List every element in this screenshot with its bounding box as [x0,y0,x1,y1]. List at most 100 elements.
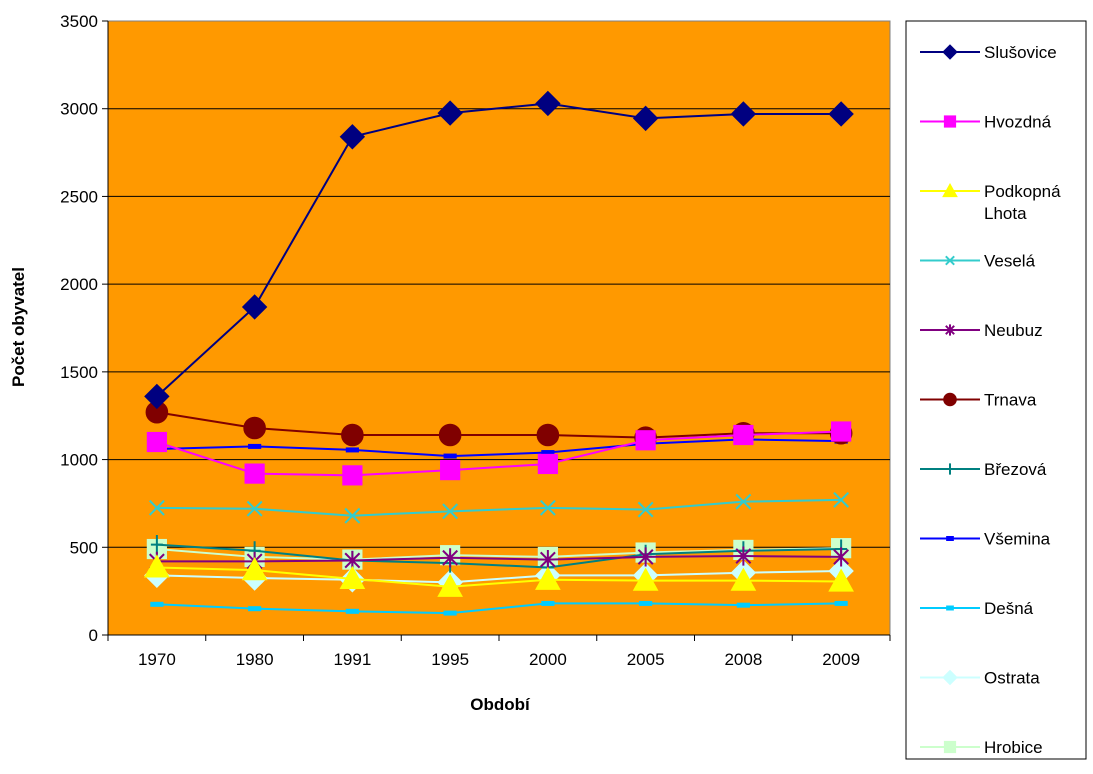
data-point [632,567,659,591]
data-point [342,465,363,486]
y-tick-label: 2500 [60,187,98,206]
data-point [736,602,750,608]
data-point [341,423,364,447]
data-point [834,600,848,606]
x-tick-label: 2008 [724,650,762,669]
x-tick-label: 2000 [529,650,567,669]
data-point [339,565,366,589]
legend-item: Ostrata [920,669,1040,688]
legend-label: Všemina [984,530,1051,549]
legend-swatch-marker [942,669,958,686]
data-point [443,453,457,459]
y-tick-label: 500 [70,538,98,557]
data-point [535,566,561,590]
data-point [828,568,854,592]
legend-item: Březová [920,460,1047,479]
plot-background [107,20,891,636]
series-line [156,411,842,439]
x-tick-label: 1970 [138,650,176,669]
x-tick-label: 1980 [236,650,274,669]
series-line [156,102,842,398]
data-point [150,601,164,607]
data-point [537,453,558,475]
legend: Slušovice Hvozdná Podkopná Lhota Veselá Neubu… [905,20,1087,760]
data-point [246,500,263,517]
x-axis-title: Období [470,695,531,714]
series-line [156,430,842,477]
data-point [241,557,268,581]
x-tick-label: 1995 [431,650,469,669]
data-point [442,548,459,568]
data-point [833,547,850,567]
series-1 [146,421,852,486]
data-point [244,463,265,484]
series-0 [144,90,854,410]
legend-label: Podkopná [984,182,1061,201]
series-line [156,555,842,563]
legend-label: Hrobice [984,738,1043,757]
data-point [241,294,268,320]
legend-item: Hrobice [920,738,1043,757]
legend-label: Lhota [984,204,1027,223]
legend-swatch-marker [946,463,954,475]
data-point [539,499,556,516]
series-2 [144,554,854,597]
data-point [345,447,359,453]
data-point [639,600,653,606]
series-line [156,498,842,517]
y-axis-title: Počet obyvatel [9,267,28,387]
data-point [440,459,461,481]
legend-item: Hvozdná [920,113,1052,132]
legend-label: Ostrata [984,669,1040,688]
legend-swatch-marker [945,324,955,336]
legend-label: Slušovice [984,43,1057,62]
legend-label: Březová [984,460,1047,479]
series-line [156,602,842,615]
series-group [144,90,854,616]
data-point [637,547,654,567]
x-tick-label: 1991 [333,650,371,669]
data-point [148,499,165,516]
legend-item: Neubuz [920,321,1043,340]
y-tick-label: 3000 [60,100,98,119]
legend-swatch-marker [943,115,957,128]
series-line [156,543,842,569]
data-point [146,431,167,453]
legend-label: Hvozdná [984,113,1052,132]
data-point [443,610,457,616]
data-point [243,416,266,440]
y-tick-label: 1000 [60,451,98,470]
legend-label: Neubuz [984,321,1043,340]
data-point [733,424,754,446]
data-point [344,507,361,524]
y-tick-label: 1500 [60,363,98,382]
data-point [735,546,752,566]
legend-swatch-marker [946,536,954,541]
data-point [438,423,462,447]
legend-label: Dešná [984,599,1034,618]
legend-swatch-marker [943,392,957,407]
legend-item: Dešná [920,599,1034,618]
data-point [730,567,757,591]
series-line [156,438,842,458]
legend-swatch-marker [945,255,955,266]
series-line [156,547,842,561]
y-tick-label: 2000 [60,275,98,294]
data-point [345,608,359,614]
legend-item: Podkopná Lhota [920,182,1061,223]
x-tick-label: 2005 [627,650,665,669]
data-point [339,124,366,150]
data-point [828,101,854,127]
data-point [541,450,555,456]
data-point [536,423,560,447]
series-8 [150,600,848,616]
legend-swatch-marker [942,182,958,198]
data-point [248,606,262,612]
data-point [442,503,459,520]
legend-label: Veselá [984,252,1036,271]
legend-swatch-marker [942,44,958,60]
legend-box [905,20,1087,760]
data-point [635,430,656,451]
data-point [730,101,757,127]
